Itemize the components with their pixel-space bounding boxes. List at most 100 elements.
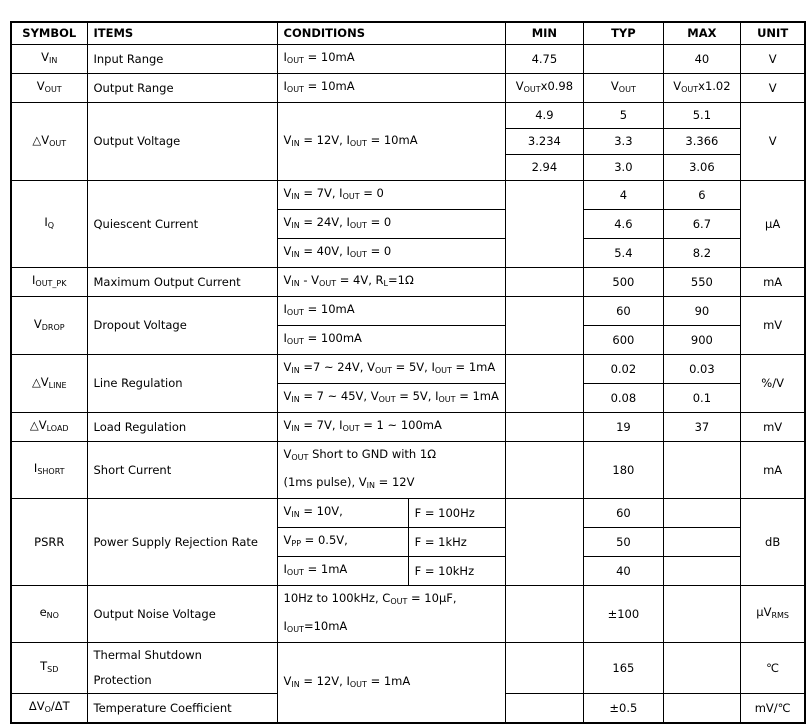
text: V <box>36 79 45 93</box>
cell: IOUT = 10mA <box>276 44 506 74</box>
cell: F = 1kHz <box>407 527 506 557</box>
cell-line: 10Hz to 100kHz, COUT = 10μF, <box>284 587 499 615</box>
cell: Input Range <box>86 44 278 74</box>
cell: Load Regulation <box>86 412 278 442</box>
text: I <box>283 50 287 64</box>
cell-line: Output Noise Voltage <box>94 602 271 627</box>
subscript: LINE <box>48 380 67 390</box>
cell-line: IOUT = 100mA <box>283 327 499 354</box>
text: x0.98 <box>540 79 574 93</box>
subscript: OUT_PK <box>35 279 67 288</box>
cell-line: Maximum Output Current <box>94 270 271 295</box>
cell-line: IQ <box>18 210 81 238</box>
cell: 4.9 <box>504 102 584 129</box>
text: 600 <box>612 332 635 347</box>
cell: VOUT Short to GND with 1Ω (1ms pulse), VI… <box>276 441 506 499</box>
subscript: OUT <box>342 192 360 201</box>
cell-line: 3.06 <box>670 156 734 180</box>
cell-line: 19 <box>590 415 657 440</box>
cell-line: 0.02 <box>590 357 657 382</box>
text: =7 ~ 24V, V <box>299 360 375 374</box>
cell: IOUT = 10mA <box>276 296 506 326</box>
cell-line: ℃ <box>747 656 799 681</box>
text: = 7 ~ 45V, V <box>299 389 379 403</box>
text: = 5V, I <box>395 389 439 403</box>
text: 165 <box>612 660 635 675</box>
subscript: OUT <box>286 308 304 317</box>
text: V <box>283 273 292 287</box>
cell: VOUTx0.98 <box>504 73 584 103</box>
text: mA <box>763 274 783 289</box>
subscript: OUT <box>286 625 304 634</box>
text: =1Ω <box>388 273 414 287</box>
cell: 8.2 <box>662 238 741 268</box>
cell: TSD <box>10 642 88 694</box>
cell: F = 10kHz <box>407 556 506 586</box>
cell-line: 180 <box>590 458 657 483</box>
cell: 4.6 <box>582 209 664 239</box>
cell: Line Regulation <box>86 354 278 413</box>
cell: VOUTx1.02 <box>662 73 741 103</box>
cell <box>504 296 584 355</box>
cell: 37 <box>662 412 741 442</box>
text: = 10mA <box>303 50 355 64</box>
cell-line: VOUT <box>590 75 657 102</box>
cell-line: 8.2 <box>670 241 734 266</box>
table-row: ISHORT Short Current VOUT Short to GND wit… <box>10 441 806 499</box>
subscript: OUT <box>349 679 367 689</box>
subscript: OUT <box>286 56 304 65</box>
cell-line: 5.4 <box>590 241 657 266</box>
text: 40 <box>694 51 710 66</box>
subscript: OUT <box>523 85 541 94</box>
cell-line: 3.3 <box>590 130 657 154</box>
text: V <box>283 504 292 518</box>
text: =10mA <box>303 619 348 633</box>
cell <box>662 527 741 557</box>
text: (1ms pulse), V <box>283 475 367 489</box>
subscript: IN <box>291 250 300 259</box>
cell: IOUT = 1mA <box>276 556 409 586</box>
text: 180 <box>612 462 635 477</box>
cell-line: VIN =7 ~ 24V, VOUT = 5V, IOUT = 1mA <box>284 356 499 383</box>
text: = 12V <box>375 475 415 489</box>
cell: ±0.5 <box>582 693 664 724</box>
cell-line: 3.234 <box>512 130 577 154</box>
text: = 12V, I <box>299 132 350 147</box>
subscript: RMS <box>771 611 789 620</box>
table-row: △VLINE Line Regulation VIN =7 ~ 24V, VOUT … <box>10 354 806 413</box>
text: V <box>610 79 619 93</box>
cell <box>504 585 584 643</box>
cell: VIN = 10V, <box>276 498 409 528</box>
text: = 10mA <box>303 79 355 93</box>
text: 550 <box>690 274 713 289</box>
text: = 5V, I <box>392 360 435 374</box>
cell: 550 <box>662 267 741 297</box>
subscript: OUT <box>342 424 360 433</box>
text: Protection <box>93 673 152 687</box>
table-row: IOUT = 100mA 600 900 <box>11 325 805 355</box>
text: = 10μF, <box>407 591 457 605</box>
text: 4 <box>619 187 628 202</box>
text: = 0 <box>366 215 392 229</box>
cell: VIN <box>10 44 88 74</box>
subscript: OUT <box>44 85 62 94</box>
cell-line: 500 <box>590 270 657 295</box>
cell-line: TSD <box>18 654 81 682</box>
cell: Thermal Shutdown Protection <box>86 642 278 694</box>
text: 50 <box>616 534 631 549</box>
text: Short Current <box>93 462 172 477</box>
text: Output Range <box>93 80 174 95</box>
text: μA <box>765 216 781 231</box>
cell <box>662 498 741 528</box>
header-cell: MAX <box>662 21 741 45</box>
text: I <box>283 619 287 633</box>
cell: mA <box>739 441 806 499</box>
cell: 0.08 <box>582 383 664 413</box>
cell-line: 165 <box>590 656 657 681</box>
subscript: OUT <box>291 453 309 462</box>
text: = 1 ~ 100mA <box>359 418 442 432</box>
text: I <box>283 331 287 345</box>
subscript: OUT <box>618 85 636 94</box>
cell: VIN = 7V, IOUT = 1 ~ 100mA <box>276 412 506 442</box>
cell-line: VPP = 0.5V, <box>284 529 402 556</box>
